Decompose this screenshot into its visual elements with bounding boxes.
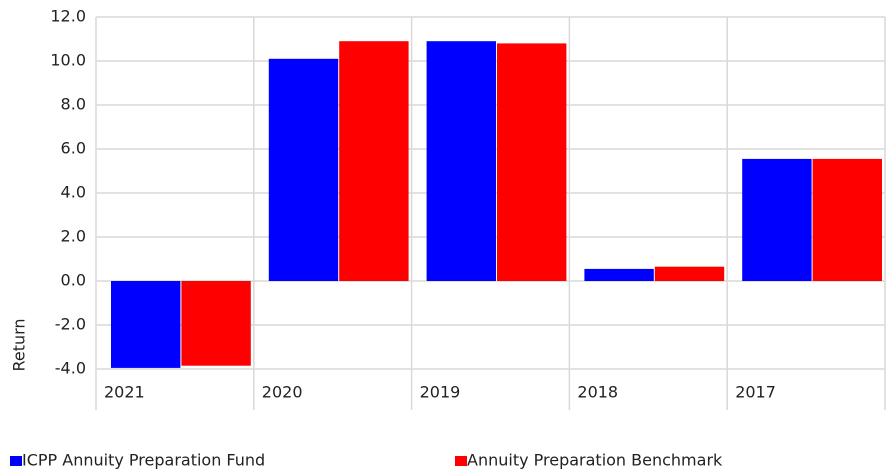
x-tick-label: 2019: [420, 383, 461, 402]
bar: [426, 41, 496, 282]
y-tick-label: 6.0: [61, 139, 86, 158]
y-tick-label: -2.0: [55, 315, 86, 334]
bar: [339, 41, 409, 282]
y-tick-label: 4.0: [61, 183, 86, 202]
x-tick-label: 2017: [735, 383, 776, 402]
x-tick-label: 2018: [577, 383, 618, 402]
y-tick-label: 10.0: [50, 51, 86, 70]
y-tick-label: 2.0: [61, 227, 86, 246]
x-tick-label: 2020: [262, 383, 303, 402]
bar: [654, 266, 725, 281]
bar: [742, 158, 812, 281]
legend-label: Annuity Preparation Benchmark: [467, 451, 723, 469]
x-tick-label: 2021: [104, 383, 145, 402]
bar: [584, 268, 654, 281]
legend-label: ICPP Annuity Preparation Fund: [22, 451, 265, 469]
y-axis-label: Return: [10, 318, 29, 371]
bar: [497, 43, 567, 282]
y-tick-label: 12.0: [50, 7, 86, 26]
bar: [812, 158, 882, 281]
y-tick-label: -4.0: [55, 359, 86, 378]
y-tick-label: 8.0: [61, 95, 86, 114]
bar: [181, 281, 251, 366]
bar: [268, 58, 339, 281]
legend-swatch: [10, 456, 22, 466]
legend-swatch: [455, 456, 467, 466]
bar: [111, 281, 181, 368]
y-tick-label: 0.0: [61, 271, 86, 290]
